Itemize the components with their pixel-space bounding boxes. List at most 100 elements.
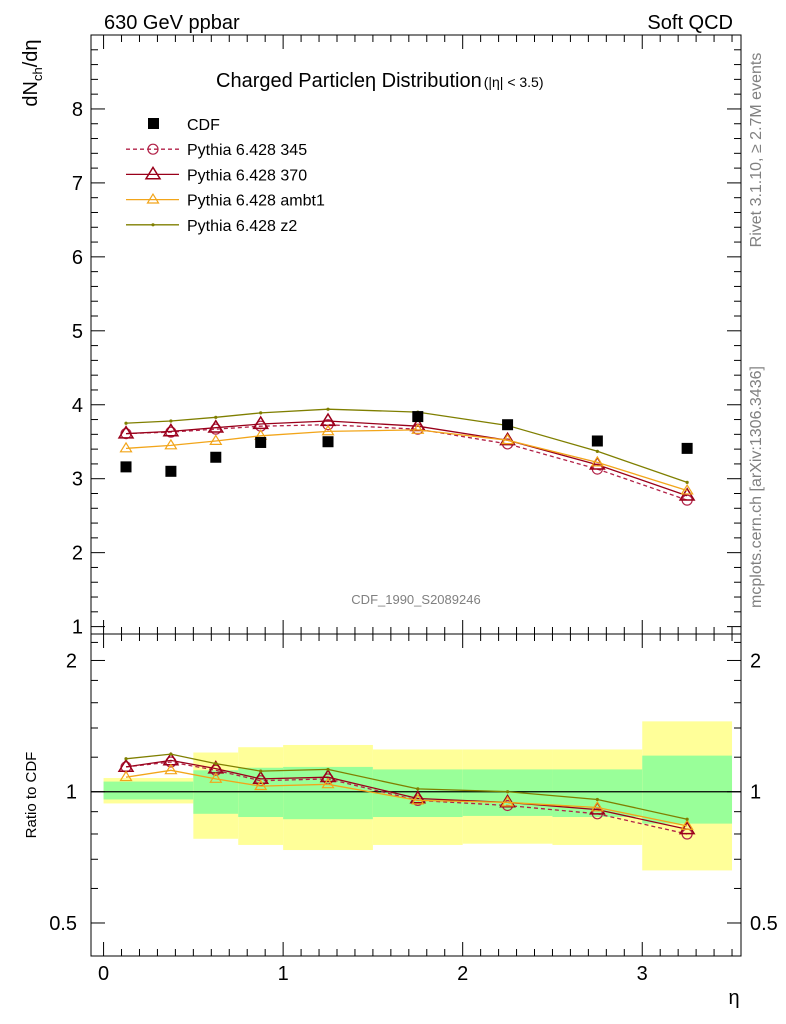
- ratio-band-green: [283, 766, 373, 820]
- main-y-tick-label: 8: [72, 99, 83, 121]
- ratio-series-1-point: [678, 820, 696, 835]
- series-1-point: [207, 419, 225, 433]
- ratio-series-2-point: [164, 763, 178, 775]
- series-3-point: [259, 411, 263, 415]
- legend-label-1: Pythia 6.428 370: [187, 167, 307, 184]
- cdf-data-point: [322, 436, 334, 448]
- ylabel-denominator: /dη: [20, 39, 42, 67]
- ratio-y-tick-label-right: 2: [750, 650, 761, 672]
- ratio-series-3-point: [214, 762, 218, 766]
- cdf-data-points: [120, 411, 693, 477]
- chart-title-eta: η: [365, 70, 376, 92]
- series-line-1: [125, 420, 688, 497]
- cdf-data-point: [165, 465, 177, 477]
- series-line-0: [125, 424, 688, 501]
- series-line-2: [125, 429, 688, 492]
- chart-title-cut: (|η| < 3.5): [484, 74, 544, 90]
- series-2-point: [321, 424, 335, 436]
- ratio-band-green: [372, 769, 463, 818]
- cdf-data-point: [591, 435, 603, 447]
- rivet-version-label: Rivet 3.1.10, ≥ 2.7M events: [748, 53, 765, 248]
- series-3-point: [685, 480, 689, 485]
- x-tick-label: 0: [98, 963, 109, 985]
- ratio-y-tick-label: 0.5: [49, 913, 77, 935]
- main-y-axis-label: dNch/dη: [20, 39, 45, 106]
- ratio-series-2-point: [209, 772, 223, 783]
- legend-marker-3: [151, 223, 155, 227]
- analysis-watermark: CDF_1990_S2089246: [351, 592, 480, 607]
- ratio-y-tick-label: 1: [66, 782, 77, 804]
- ratio-band-green: [642, 755, 733, 824]
- legend-label-0: Pythia 6.428 345: [187, 142, 307, 159]
- main-panel: 1 2 3 4 5 6 7 8 CDF_1990_S2089246 Charged Parti…: [20, 34, 742, 639]
- main-y-tick-label: 5: [72, 321, 83, 343]
- legend-marker-1: [144, 165, 162, 180]
- ratio-x-axis: 0 1 2 3: [98, 634, 733, 985]
- legend-marker-2: [146, 192, 160, 204]
- ratio-series-3-point: [124, 757, 128, 761]
- x-tick-label: 2: [457, 963, 468, 985]
- series-2-point: [500, 433, 515, 445]
- legend-marker-0: [147, 143, 159, 155]
- cdf-data-point: [255, 436, 267, 448]
- ratio-series-3-point: [326, 767, 330, 772]
- legend-label-3: Pythia 6.428 z2: [187, 218, 297, 235]
- ratio-series-3-point: [685, 817, 689, 821]
- main-y-tick-label: 1: [72, 617, 83, 639]
- ratio-series-3-point: [505, 790, 510, 794]
- series-3-point: [595, 449, 599, 453]
- series-2-point: [680, 483, 694, 495]
- legend: CDF Pythia 6.428 345 Pythia 6.428 370 Pythi…: [126, 117, 325, 235]
- main-series-group: [117, 407, 696, 506]
- ratio-series-3-point: [169, 752, 173, 756]
- main-y-tick-label: 4: [72, 395, 83, 417]
- series-3-point: [169, 419, 173, 423]
- main-y-tick-label: 6: [72, 247, 83, 269]
- x-axis-label: η: [728, 987, 739, 1009]
- series-2-point: [209, 434, 223, 445]
- main-y-tick-label: 2: [72, 543, 83, 565]
- ratio-series-2-point: [500, 795, 515, 807]
- series-3-point: [214, 415, 218, 419]
- ratio-series-2-point: [680, 819, 694, 830]
- ratio-y-tick-label-right: 1: [750, 782, 761, 804]
- ratio-series-2-point: [411, 793, 425, 805]
- ratio-series-1-point: [252, 770, 270, 785]
- series-3-point: [124, 421, 128, 425]
- ratio-series-2-point: [119, 770, 133, 782]
- ratio-y-axis: 0.5 0.5 1 1 2 2: [49, 641, 778, 935]
- cdf-data-point: [120, 461, 132, 473]
- main-y-tick-label: 3: [72, 469, 83, 491]
- series-2-point: [119, 441, 133, 453]
- ratio-series-1-point: [319, 768, 337, 783]
- ratio-series-3-point: [595, 797, 599, 802]
- ratio-series-3-point: [416, 787, 420, 791]
- main-y-tick-label: 7: [72, 173, 83, 195]
- ratio-series-1-point: [409, 790, 427, 804]
- main-y-axis: 1 2 3 4 5 6 7 8: [72, 49, 741, 639]
- ratio-line-1: [125, 759, 688, 830]
- ratio-series-3-point: [259, 769, 263, 773]
- ratio-uncertainty-bands: [103, 721, 733, 871]
- mcplots-reference-label: mcplots.cern.ch [arXiv:1306.3436]: [748, 366, 765, 608]
- cdf-data-point: [412, 411, 424, 423]
- ratio-band-green: [103, 781, 194, 800]
- chart-title-main: Charged Particle: [216, 70, 365, 92]
- series-1-point: [162, 422, 180, 437]
- x-tick-label: 3: [637, 963, 648, 985]
- ratio-y-axis-label: Ratio to CDF: [23, 752, 40, 839]
- main-plot-area: [91, 35, 741, 634]
- x-tick-label: 1: [278, 963, 289, 985]
- chart-title: Charged Particleη Distribution (|η| < 3.5…: [216, 70, 544, 92]
- series-1-point: [117, 425, 135, 439]
- main-x-axis-ticks: [103, 35, 733, 634]
- legend-label-cdf: CDF: [187, 117, 220, 134]
- ylabel-subscript: ch: [30, 67, 45, 81]
- legend-marker-cdf: [148, 118, 159, 129]
- series-3-point: [326, 407, 330, 411]
- ratio-line-2: [125, 769, 688, 827]
- series-2-point: [411, 423, 425, 434]
- ratio-series-group: [117, 751, 696, 840]
- series-2-point: [590, 455, 604, 467]
- cdf-data-point: [210, 451, 222, 463]
